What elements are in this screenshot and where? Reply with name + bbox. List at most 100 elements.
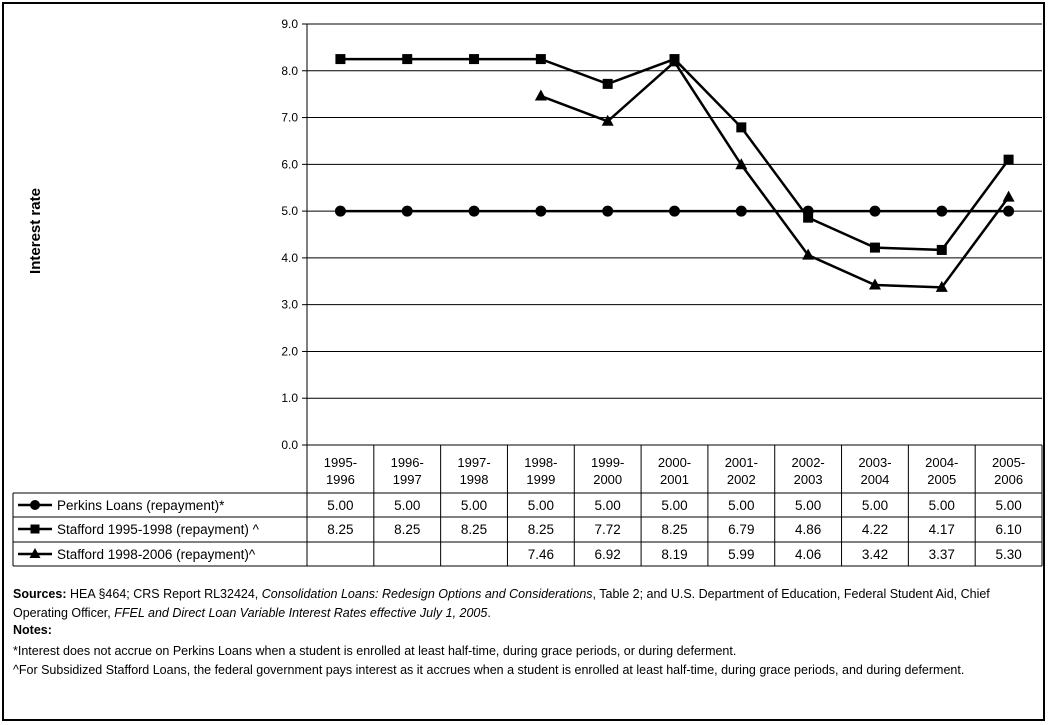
note-stafford: ^For Subsidized Stafford Loans, the fede… (13, 663, 965, 677)
data-label: 7.46 (528, 547, 554, 562)
y-tick-label: 7.0 (281, 111, 298, 125)
data-point-square (803, 212, 814, 223)
sources-part1: HEA §464; CRS Report RL32424, (66, 587, 262, 601)
y-tick-label: 5.0 (281, 204, 298, 218)
sources-part3: . (487, 606, 491, 620)
data-label: 5.00 (862, 498, 888, 513)
data-label: 8.25 (528, 522, 554, 537)
data-point-circle (401, 205, 413, 217)
data-point-square (602, 78, 613, 89)
data-label: 8.25 (394, 522, 420, 537)
data-label: 3.37 (929, 547, 955, 562)
x-tick-label: 1995-1996 (324, 455, 357, 487)
legend-label: Perkins Loans (repayment)* (57, 498, 225, 513)
data-label: 6.92 (595, 547, 621, 562)
data-point-circle (468, 205, 480, 217)
data-label: 8.25 (327, 522, 353, 537)
data-point-triangle (668, 55, 681, 67)
legend-label: Stafford 1995-1998 (repayment) ^ (57, 522, 260, 537)
x-tick-label: 2005-2006 (992, 455, 1025, 487)
data-point-circle (535, 205, 547, 217)
data-label: 5.00 (461, 498, 487, 513)
data-label: 6.79 (728, 522, 754, 537)
data-label: 4.22 (862, 522, 888, 537)
data-point-triangle (735, 158, 748, 170)
data-label: 7.72 (595, 522, 621, 537)
sources-title-1: Consolidation Loans: Redesign Options an… (261, 587, 593, 601)
x-tick-label: 2001-2002 (725, 455, 758, 487)
legend-marker-circle (30, 500, 40, 510)
data-point-square (535, 54, 546, 65)
x-tick-label: 1997-1998 (457, 455, 490, 487)
data-label: 8.25 (661, 522, 687, 537)
data-label: 4.86 (795, 522, 821, 537)
data-point-circle (936, 205, 948, 217)
sources-text: Sources: HEA §464; CRS Report RL32424, C… (13, 585, 1038, 623)
data-label: 5.99 (728, 547, 754, 562)
sources-title-2: FFEL and Direct Loan Variable Interest R… (114, 606, 488, 620)
y-axis-label: Interest rate (27, 188, 44, 274)
data-point-square (1003, 154, 1014, 165)
data-point-circle (735, 205, 747, 217)
y-tick-label: 9.0 (281, 17, 298, 31)
data-point-triangle (935, 280, 948, 292)
sources-label: Sources: (13, 587, 67, 601)
y-tick-label: 3.0 (281, 298, 298, 312)
legend-marker-triangle (29, 548, 41, 558)
x-tick-label: 1998-1999 (524, 455, 557, 487)
data-point-square (402, 54, 413, 65)
data-point-triangle (802, 248, 815, 260)
data-label: 5.00 (929, 498, 955, 513)
data-label: 5.00 (661, 498, 687, 513)
y-tick-label: 6.0 (281, 157, 298, 171)
legend-label: Stafford 1998-2006 (repayment)^ (57, 547, 256, 562)
y-tick-label: 1.0 (281, 391, 298, 405)
data-label: 5.00 (327, 498, 353, 513)
x-tick-label: 2003-2004 (858, 455, 891, 487)
chart-svg: 0.0 1.0 2.0 3.0 4.0 5.0 6.0 7.0 8.0 9.0 1995-1996… (12, 17, 1043, 567)
data-point-square (936, 244, 947, 255)
data-point-circle (869, 205, 881, 217)
data-label: 4.06 (795, 547, 821, 562)
data-label: 8.25 (461, 522, 487, 537)
data-label: 5.00 (528, 498, 554, 513)
data-point-square (869, 242, 880, 253)
data-label: 5.30 (995, 547, 1021, 562)
note-perkins: *Interest does not accrue on Perkins Loa… (13, 644, 737, 658)
y-tick-label: 4.0 (281, 251, 298, 265)
data-point-square (335, 54, 346, 65)
data-point-circle (1003, 205, 1015, 217)
data-table: 1995-1996 1996-1997 1997-1998 1998-1999 1999… (12, 444, 1043, 567)
data-point-circle (602, 205, 614, 217)
data-label: 5.00 (595, 498, 621, 513)
x-tick-label: 1996-1997 (391, 455, 424, 487)
y-tick-label: 8.0 (281, 64, 298, 78)
axes: 0.0 1.0 2.0 3.0 4.0 5.0 6.0 7.0 8.0 9.0 (281, 17, 308, 452)
data-label: 6.10 (995, 522, 1021, 537)
data-point-circle (669, 205, 680, 217)
data-label: 3.42 (862, 547, 888, 562)
notes-label: Notes: (13, 623, 52, 637)
series-line-square (340, 57, 1010, 252)
data-label: 8.19 (661, 547, 687, 562)
legend-marker-square (30, 524, 40, 534)
data-label: 5.00 (995, 498, 1021, 513)
data-label: 5.00 (795, 498, 821, 513)
data-point-triangle (868, 278, 881, 290)
data-point-triangle (601, 114, 614, 126)
x-tick-label: 2002-2003 (792, 455, 825, 487)
data-point-triangle (1002, 190, 1015, 202)
sources-part2: , Table 2; and U.S. Department of Educat… (13, 587, 990, 620)
data-point-circle (334, 205, 346, 217)
data-label: 4.17 (929, 522, 955, 537)
data-label: 5.00 (728, 498, 754, 513)
y-tick-label: 0.0 (281, 438, 298, 452)
data-point-triangle (534, 89, 547, 101)
series-line-triangle (540, 59, 1010, 289)
x-tick-label: 2000-2001 (658, 455, 691, 487)
series-lines (334, 54, 1015, 292)
data-label: 5.00 (394, 498, 420, 513)
data-point-square (469, 54, 480, 65)
y-tick-label: 2.0 (281, 344, 298, 358)
